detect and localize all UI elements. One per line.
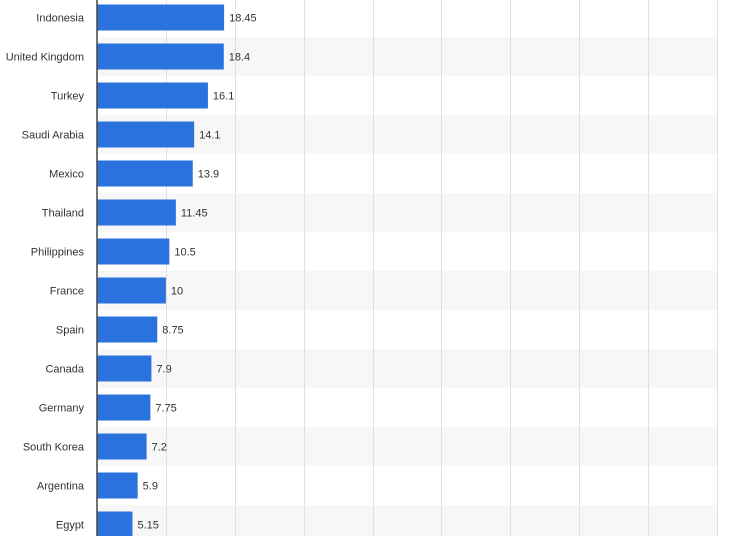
category-label: Spain	[56, 325, 84, 337]
value-label: 10.5	[174, 247, 195, 259]
bar	[97, 199, 176, 226]
bar	[97, 43, 224, 70]
value-label: 11.45	[181, 208, 208, 220]
row-band	[97, 193, 717, 232]
value-label: 18.45	[229, 13, 257, 25]
row-band	[97, 505, 717, 536]
bar	[97, 277, 166, 304]
bar	[97, 238, 170, 265]
bar	[97, 121, 195, 148]
value-label: 7.75	[155, 403, 176, 415]
value-label: 13.9	[198, 169, 219, 181]
category-label: Indonesia	[36, 13, 85, 25]
value-label: 5.15	[137, 520, 158, 532]
bars	[97, 4, 225, 536]
bar	[97, 394, 151, 421]
bar	[97, 82, 208, 109]
category-label: France	[50, 286, 84, 298]
row-bands	[97, 37, 717, 536]
category-label: Canada	[45, 364, 84, 376]
gridlines	[166, 0, 718, 536]
category-label: South Korea	[23, 442, 85, 454]
value-label: 8.75	[162, 325, 183, 337]
row-band	[97, 115, 717, 154]
value-label: 16.1	[213, 91, 234, 103]
value-label: 14.1	[199, 130, 220, 142]
category-label: Germany	[39, 403, 85, 415]
value-label: 18.4	[229, 52, 250, 64]
bar	[97, 433, 147, 460]
bar	[97, 4, 225, 31]
category-label: Mexico	[49, 169, 84, 181]
bar	[97, 511, 133, 536]
value-label: 7.9	[156, 364, 171, 376]
bar	[97, 355, 152, 382]
row-band	[97, 427, 717, 466]
category-label: Egypt	[56, 520, 84, 532]
category-label: Turkey	[51, 91, 85, 103]
value-labels: 18.45 18.4 16.1 14.1 13.9 11.45 10.5 10 8.75 7.9 7…	[137, 13, 256, 532]
category-label: Argentina	[37, 481, 85, 493]
row-band	[97, 271, 717, 310]
value-label: 5.9	[143, 481, 158, 493]
row-band	[97, 349, 717, 388]
category-label: Thailand	[42, 208, 84, 220]
bar	[97, 472, 138, 499]
value-label: 10	[171, 286, 183, 298]
category-labels: Indonesia United Kingdom Turkey Saudi Arabi…	[6, 13, 85, 532]
category-label: Saudi Arabia	[22, 130, 85, 142]
value-label: 7.2	[152, 442, 167, 454]
category-label: United Kingdom	[6, 52, 84, 64]
bar	[97, 160, 193, 187]
category-label: Philippines	[31, 247, 85, 259]
bar	[97, 316, 158, 343]
